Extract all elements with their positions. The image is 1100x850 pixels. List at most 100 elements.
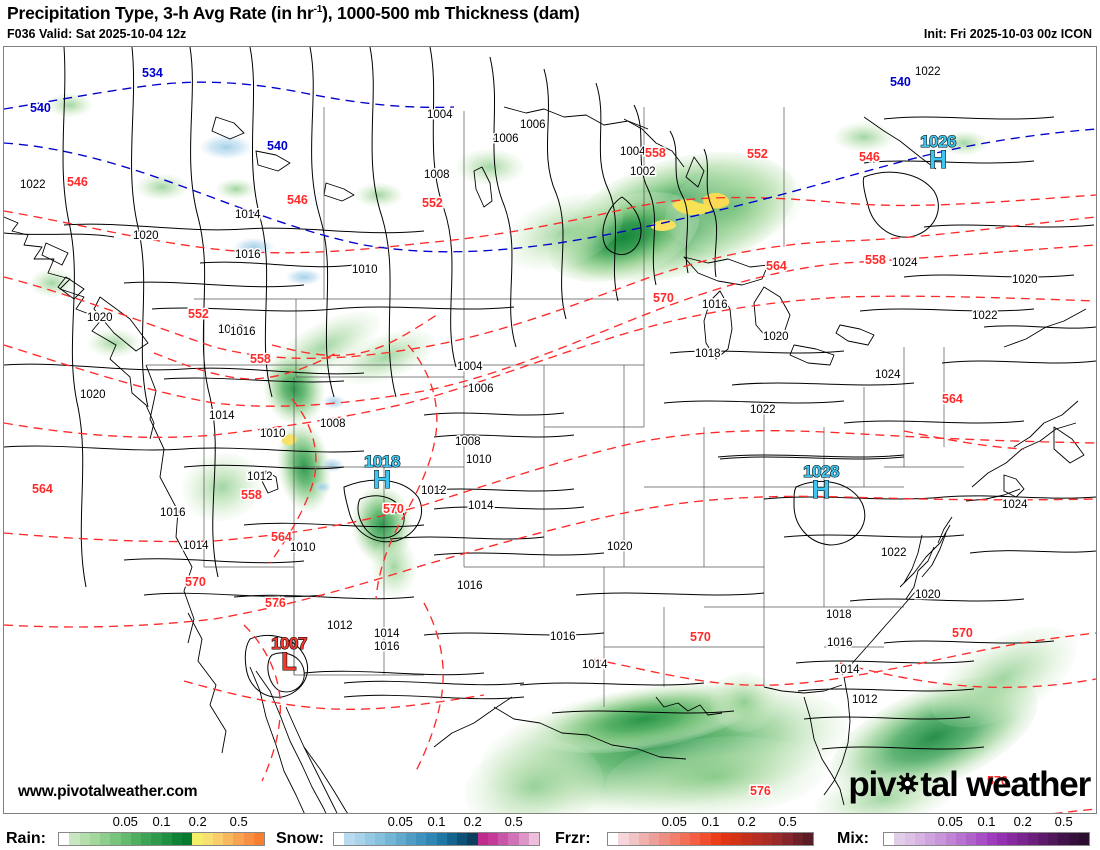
colorbar-swatch: [192, 833, 203, 845]
coast-florida-east: [823, 676, 851, 796]
isobar-label: 1020: [607, 541, 633, 553]
isobar-label: 1004: [427, 109, 453, 121]
colorbar-swatch: [741, 833, 752, 845]
isobar-label: 1016: [827, 637, 853, 649]
colorbar-tick: 0.05: [387, 814, 413, 829]
valid-time-label: F036 Valid: Sat 2025-10-04 12z: [7, 27, 187, 41]
precip-core-yellow-rockies: [281, 434, 297, 446]
precip-region-hudson: [48, 93, 92, 117]
thickness-label: 570: [185, 575, 206, 589]
precip-snow-patch-3: [313, 481, 331, 493]
isobar-label: 1012: [852, 694, 878, 706]
border-east-2: [863, 387, 964, 487]
isobar-label: 1016: [160, 507, 186, 519]
isobar-label: 1006: [493, 133, 519, 145]
colorbar-swatch: [354, 833, 365, 845]
colorbar-swatch: [498, 833, 509, 845]
precip-region-alberta: [355, 183, 403, 207]
colorbar-swatch: [364, 833, 375, 845]
colorbar-swatch: [212, 833, 223, 845]
coast-pacific-nw: [4, 216, 155, 440]
map-canvas: 1004100610061002100410081022102010141010…: [4, 47, 1096, 813]
coast-greatlakes-michigan: [703, 290, 733, 360]
thickness-label: 546: [287, 193, 308, 207]
thickness-label: 576: [265, 596, 286, 610]
colorbar-swatches-frzr[interactable]: [607, 832, 814, 846]
coast-west-us: [145, 364, 195, 644]
colorbar-label-mix: Mix:: [837, 830, 869, 847]
colorbar-swatch: [1017, 833, 1028, 845]
colorbar-swatch: [416, 833, 427, 845]
isobar-label: 1018: [695, 348, 721, 360]
colorbar-tick: 0.05: [661, 814, 687, 829]
isobar-label: 1004: [620, 146, 646, 158]
colorbar-tick: 0.1: [152, 814, 171, 829]
pressure-center-high-1018[interactable]: 1018 H: [352, 452, 412, 493]
colorbar-swatch: [986, 833, 997, 845]
coast-california: [187, 612, 227, 754]
colorbar-swatch: [528, 833, 539, 845]
colorbar-swatches-snow[interactable]: [333, 832, 540, 846]
coast-greatlakes-ontario: [835, 324, 875, 346]
isobar-label: 1010: [260, 428, 286, 440]
colorbar-swatch: [171, 833, 182, 845]
colorbar-tick: 0.5: [504, 814, 523, 829]
coast-baja: [249, 666, 305, 813]
colorbar-rain: Rain: 0.05 0.1 0.2 0.5: [0, 814, 1100, 850]
precip-region-texas-coast: [464, 740, 604, 813]
thickness-label: 546: [859, 150, 880, 164]
colorbar-swatches-mix[interactable]: [883, 832, 1090, 846]
colorbar-swatch: [782, 833, 793, 845]
coast-greatlakes-erie: [789, 344, 835, 366]
init-time-label: Init: Fri 2025-10-03 00z ICON: [923, 27, 1092, 41]
colorbar-swatch: [894, 833, 905, 845]
colorbar-swatch: [1058, 833, 1069, 845]
precip-region-wyoming: [336, 329, 436, 385]
isobar-label: 1022: [915, 66, 941, 78]
colorbar-swatch: [700, 833, 711, 845]
page-title: Precipitation Type, 3-h Avg Rate (in hr-…: [7, 3, 580, 24]
coast-haida: [41, 242, 69, 266]
precip-region-great-basin: [182, 452, 262, 522]
colorbar-swatch: [1027, 833, 1038, 845]
colorbar-swatch: [751, 833, 762, 845]
thickness-label: 546: [67, 175, 88, 189]
precip-region-florida-w: [710, 672, 778, 732]
coast-chesapeake-bay: [903, 534, 923, 584]
coast-chesapeake: [905, 546, 935, 600]
colorbar-swatch: [976, 833, 987, 845]
border-east-1: [764, 427, 904, 607]
coast-james-bay: [685, 156, 705, 188]
precip-region-n-plains: [504, 193, 624, 271]
isobar-label: 1012: [421, 485, 447, 497]
pressure-center-low-1007[interactable]: 1007 L: [259, 634, 319, 675]
colorbar-swatch: [884, 833, 895, 845]
isobar-label: 1020: [87, 312, 113, 324]
coast-gulf-mexico: [493, 706, 687, 760]
isobar-label: 1018: [826, 609, 852, 621]
precip-region-cuba: [814, 771, 954, 813]
pressure-center-high-1026[interactable]: 1026 H: [908, 132, 968, 173]
colorbar-swatch: [628, 833, 639, 845]
isobar-label: 1012: [327, 620, 353, 632]
geography-layer: [4, 106, 1087, 813]
isobar-label: 1010: [466, 454, 492, 466]
colorbar-swatches-rain[interactable]: [58, 832, 265, 846]
isobar-label: 1022: [750, 404, 776, 416]
thickness-label: 534: [142, 66, 163, 80]
border-se-2: [824, 606, 904, 648]
coast-great-salt: [261, 470, 279, 494]
thickness-label: 570: [690, 630, 711, 644]
colorbar-swatch: [955, 833, 966, 845]
coast-carolinas: [899, 524, 951, 588]
pressure-value: 1028: [803, 462, 840, 481]
map-panel[interactable]: 1004 1006 1006 1002 1004 1008 1022 1020 1014 1010…: [3, 46, 1097, 814]
colorbar-swatch: [996, 833, 1007, 845]
isobar-label: 1016: [230, 326, 256, 338]
coast-cape-cod: [1003, 474, 1025, 498]
thickness-label: 558: [865, 253, 886, 267]
pressure-center-high-1028[interactable]: 1028 H: [791, 462, 851, 503]
border-plains-1: [543, 365, 644, 567]
colorbar-tick: 0.2: [463, 814, 482, 829]
